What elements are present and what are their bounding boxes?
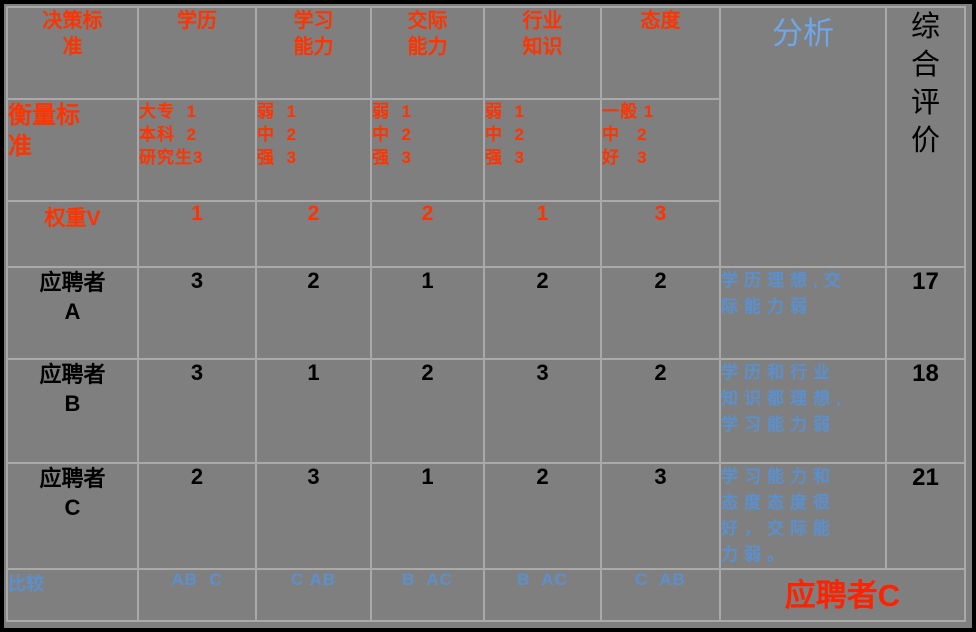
measurement-header-cell: 衡量标 准: [6, 98, 139, 202]
decision-matrix-table: 决策标 准 学历 学习 能力 交际 能力 行业 知识 态度 分析 综 合 评 价…: [6, 6, 966, 622]
applicant-c-label: 应聘者 C: [6, 462, 139, 570]
applicant-c-score-learning: 3: [255, 462, 372, 570]
col-header-communication-ability: 交际 能力: [370, 6, 485, 100]
applicant-c-row: 应聘者 C 2 3 1 2 3 学习能力和 态度态度很 好，交际能 力弱。 21: [6, 462, 966, 570]
measurement-row: 衡量标 准 大专 1 本科 2 研究生3 弱 1 中 2 强 3 弱 1 中 2…: [6, 98, 965, 202]
weight-learning-ability: 2: [255, 200, 372, 268]
applicant-a-score-attitude: 2: [600, 266, 721, 360]
weight-header-cell: 权重V: [6, 200, 139, 268]
measure-attitude: 一般 1 中 2 好 3: [600, 98, 721, 202]
applicant-a-analysis: 学历理想,交 际能力弱: [719, 266, 887, 360]
winner-label: 应聘者C: [719, 568, 966, 622]
comparison-row: 比较 AB C C AB B AC B AC C AB 应聘者C: [6, 568, 966, 622]
applicant-a-score-learning: 2: [255, 266, 372, 360]
comparison-attitude: C AB: [600, 568, 721, 622]
applicant-b-score-industry: 3: [483, 358, 602, 464]
weight-attitude: 3: [600, 200, 721, 268]
measure-industry-knowledge: 弱 1 中 2 强 3: [483, 98, 602, 202]
applicant-c-total: 21: [885, 462, 966, 570]
comparison-education: AB C: [137, 568, 257, 622]
applicant-b-score-education: 3: [137, 358, 257, 464]
applicant-b-row: 应聘者 B 3 1 2 3 2 学历和行业 知识都理想, 学习能力弱 18: [6, 358, 966, 464]
col-header-learning-ability: 学习 能力: [255, 6, 372, 100]
comparison-header-cell: 比较: [6, 568, 139, 622]
criteria-header-cell: 决策标 准: [6, 6, 139, 100]
comparison-industry: B AC: [483, 568, 602, 622]
applicant-c-score-education: 2: [137, 462, 257, 570]
comparison-communication: B AC: [370, 568, 485, 622]
header-row: 决策标 准 学历 学习 能力 交际 能力 行业 知识 态度 分析 综 合 评 价: [6, 6, 966, 268]
analysis-header-cell: 分析: [719, 6, 887, 268]
overall-evaluation-header-cell: 综 合 评 价: [885, 6, 966, 268]
applicant-a-label: 应聘者 A: [6, 266, 139, 360]
applicant-b-label: 应聘者 B: [6, 358, 139, 464]
weight-industry-knowledge: 1: [483, 200, 602, 268]
applicant-a-score-industry: 2: [483, 266, 602, 360]
applicant-a-row: 应聘者 A 3 2 1 2 2 学历理想,交 际能力弱 17: [6, 266, 966, 360]
col-header-industry-knowledge: 行业 知识: [483, 6, 602, 100]
applicant-c-score-attitude: 3: [600, 462, 721, 570]
measure-communication-ability: 弱 1 中 2 强 3: [370, 98, 485, 202]
applicant-b-score-learning: 1: [255, 358, 372, 464]
weight-communication-ability: 2: [370, 200, 485, 268]
measure-education: 大专 1 本科 2 研究生3: [137, 98, 257, 202]
comparison-learning: C AB: [255, 568, 372, 622]
col-header-attitude: 态度: [600, 6, 721, 100]
col-header-education: 学历: [137, 6, 257, 100]
applicant-c-analysis: 学习能力和 态度态度很 好，交际能 力弱。: [719, 462, 887, 570]
applicant-b-analysis: 学历和行业 知识都理想, 学习能力弱: [719, 358, 887, 464]
measure-learning-ability: 弱 1 中 2 强 3: [255, 98, 372, 202]
applicant-a-score-communication: 1: [370, 266, 485, 360]
weight-row: 权重V 1 2 2 1 3: [6, 200, 965, 268]
applicant-a-score-education: 3: [137, 266, 257, 360]
applicant-b-score-attitude: 2: [600, 358, 721, 464]
applicant-a-total: 17: [885, 266, 966, 360]
applicant-c-score-communication: 1: [370, 462, 485, 570]
applicant-b-score-communication: 2: [370, 358, 485, 464]
applicant-b-total: 18: [885, 358, 966, 464]
weight-education: 1: [137, 200, 257, 268]
applicant-c-score-industry: 2: [483, 462, 602, 570]
